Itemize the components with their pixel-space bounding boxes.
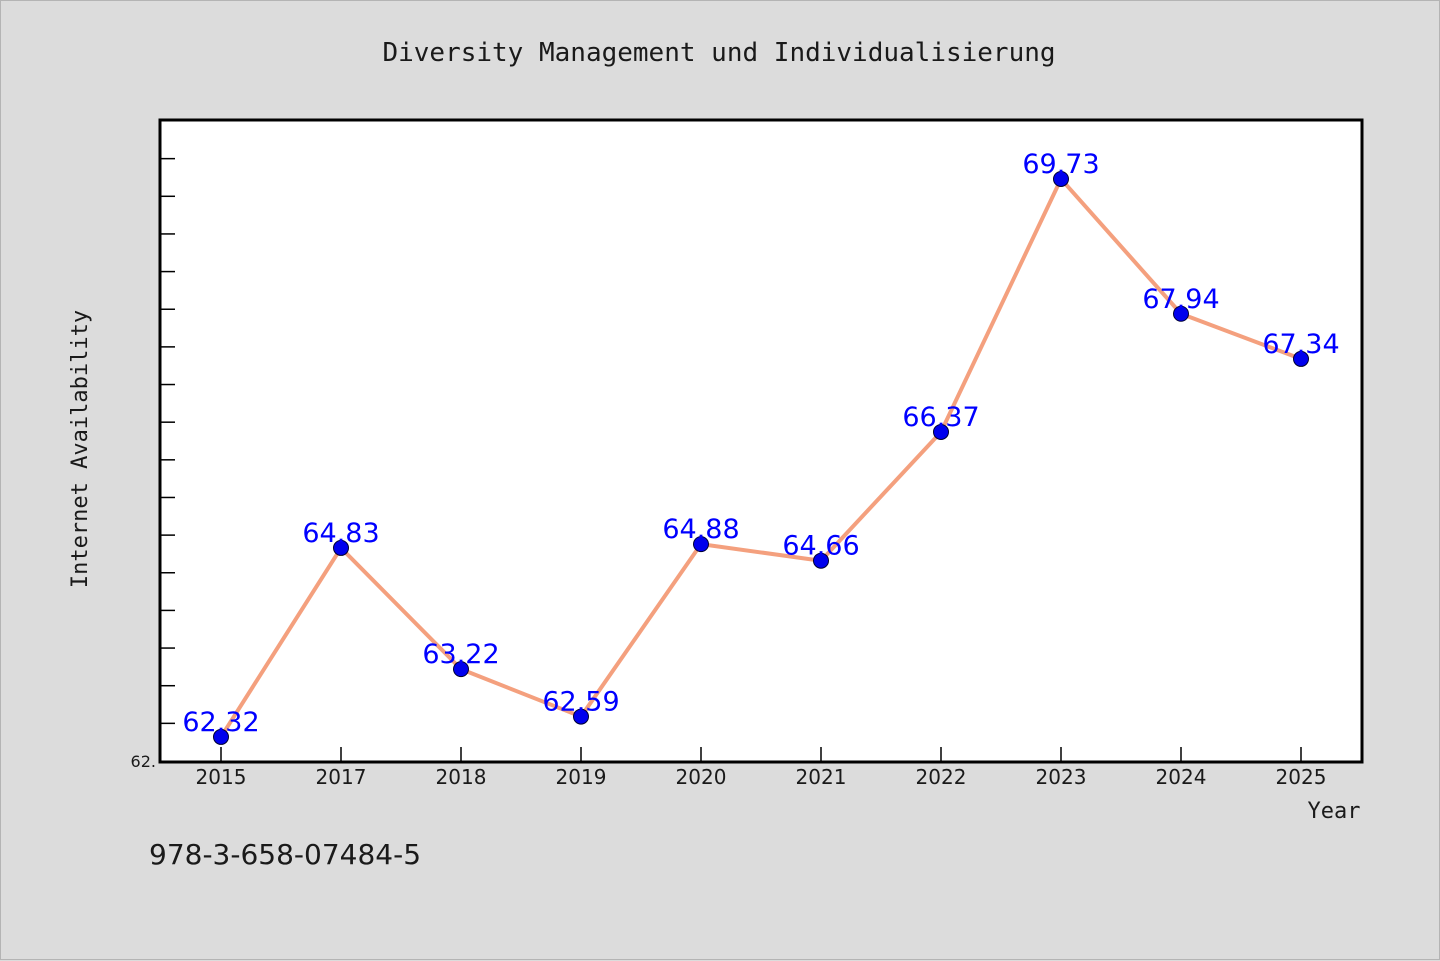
data-label-2025: 67.34 [1262, 329, 1339, 360]
chart-title: Diversity Management und Individualisier… [382, 38, 1055, 68]
x-tick-label-2020: 2020 [676, 765, 727, 789]
x-tick-label-2022: 2022 [916, 765, 967, 789]
y-axis-ticks [161, 157, 175, 725]
data-point-2015 [213, 728, 229, 745]
data-point-2022 [933, 423, 949, 440]
x-tick-label-2023: 2023 [1036, 765, 1087, 789]
data-label-2017: 64.83 [302, 518, 379, 549]
x-tick-label-2015: 2015 [196, 765, 247, 789]
data-labels: 62.32 64.83 63.22 62.59 64.88 64.66 66.37 69.73… [182, 149, 1339, 738]
x-axis-ticks: 2015 2017 2018 2019 2020 2021 2022 2023 2024 2025 [196, 747, 1327, 789]
y-tick-label: 62. [131, 752, 156, 771]
data-label-2023: 69.73 [1022, 149, 1099, 180]
data-label-2020: 64.88 [662, 514, 739, 545]
data-point-2019 [573, 708, 589, 725]
x-axis-label: Year [1308, 799, 1361, 824]
data-label-2022: 66.37 [902, 402, 979, 433]
y-axis-label: Internet Availability [68, 310, 93, 588]
x-tick-label-2019: 2019 [556, 765, 607, 789]
data-point-2018 [453, 661, 469, 678]
data-label-2024: 67.94 [1142, 284, 1219, 315]
x-tick-label-2018: 2018 [436, 765, 487, 789]
data-label-2019: 62.59 [542, 687, 619, 718]
series-markers [213, 170, 1309, 745]
data-point-2021 [813, 552, 829, 569]
footer-id: 978-3-658-07484-5 [149, 838, 421, 871]
data-point-2020 [693, 536, 709, 553]
x-tick-label-2025: 2025 [1276, 765, 1327, 789]
x-tick-label-2017: 2017 [316, 765, 367, 789]
data-point-2024 [1173, 305, 1189, 322]
x-tick-label-2021: 2021 [796, 765, 847, 789]
data-label-2015: 62.32 [182, 707, 259, 738]
data-point-2017 [333, 539, 349, 556]
data-point-2023 [1053, 170, 1069, 187]
data-label-2021: 64.66 [782, 531, 859, 562]
data-point-2025 [1293, 350, 1309, 367]
x-tick-label-2024: 2024 [1156, 765, 1207, 789]
data-label-2018: 63.22 [422, 639, 499, 670]
series-line-group [219, 176, 1303, 739]
plot-area [158, 118, 1364, 764]
series-line [219, 176, 1303, 739]
